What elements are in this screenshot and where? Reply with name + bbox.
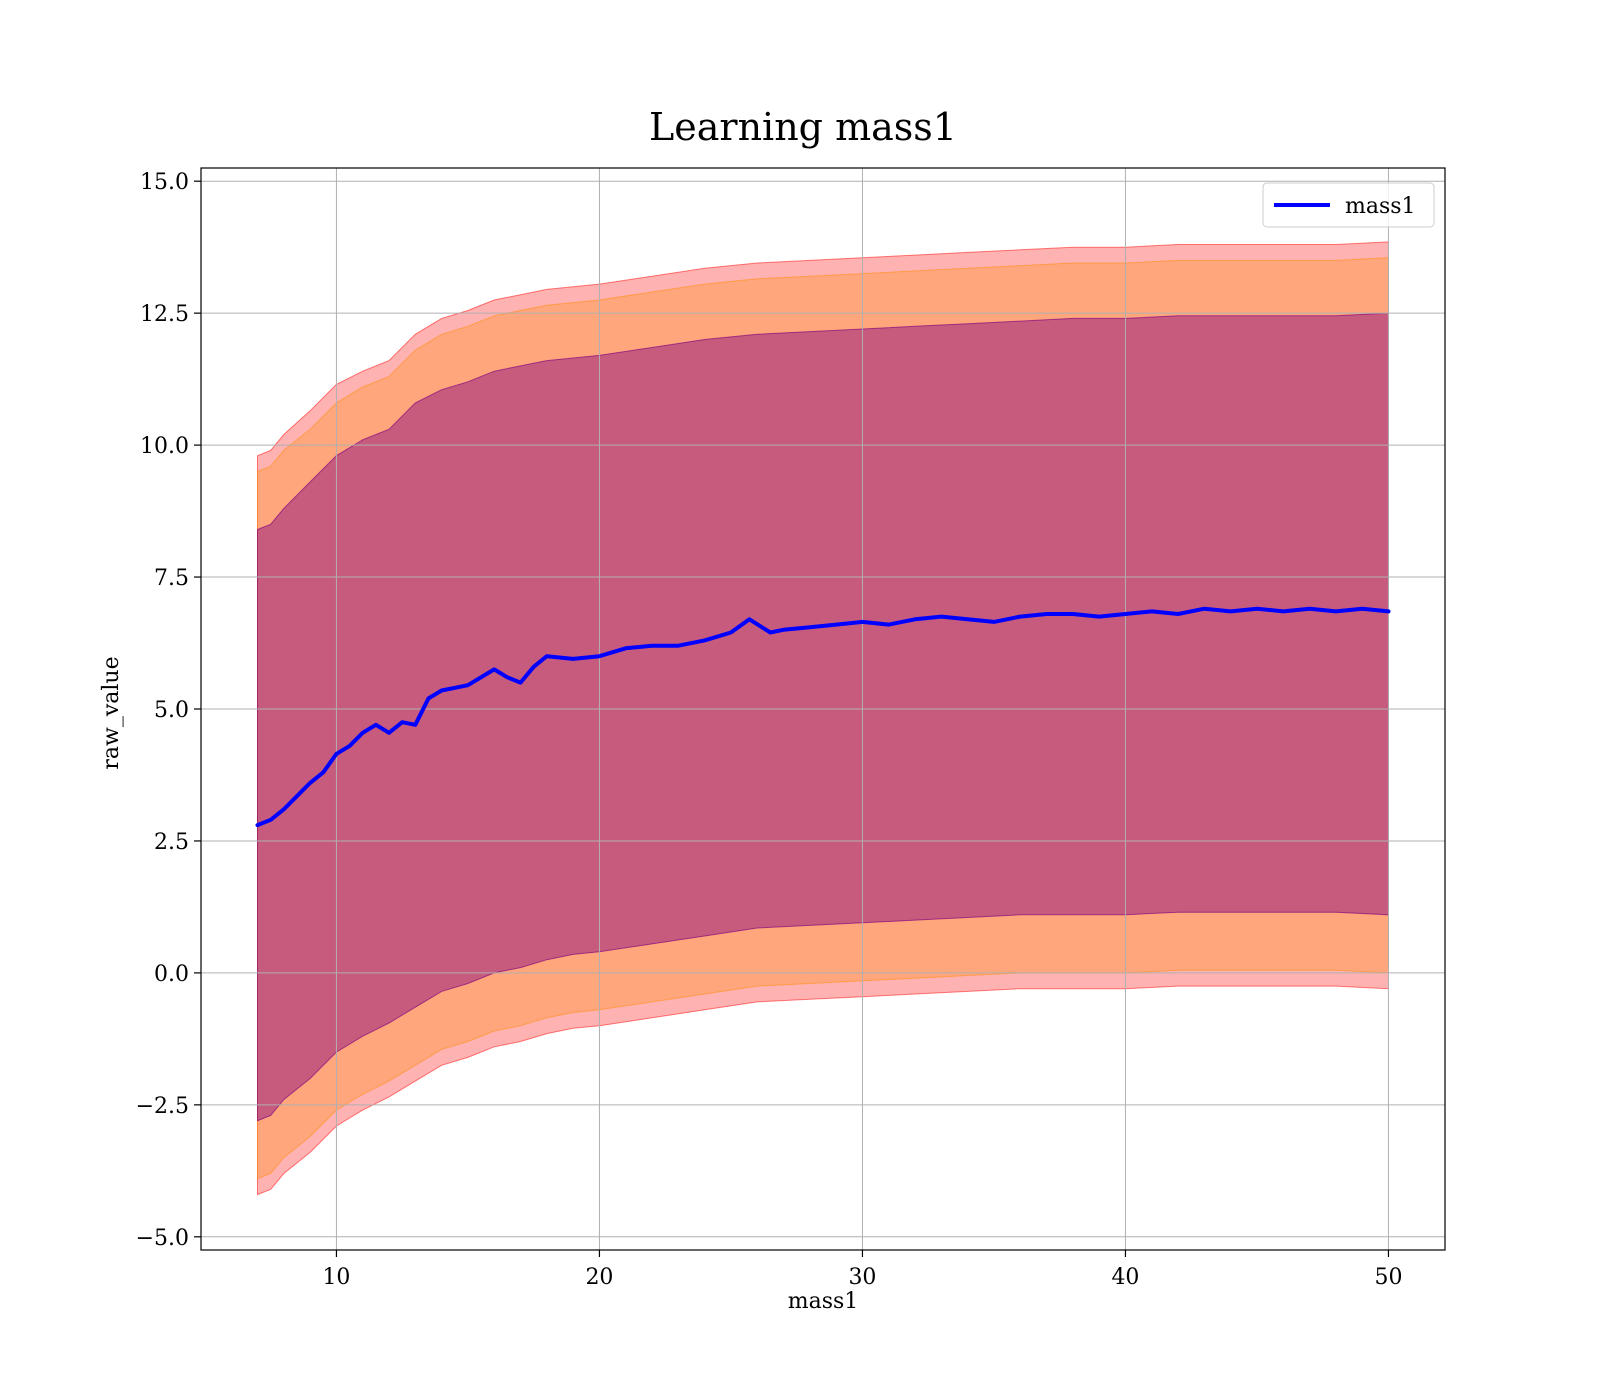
- x-axis: 10 20 30 40 50: [322, 1250, 1402, 1290]
- y-tick-label: 10.0: [140, 434, 189, 459]
- y-tick-label: 2.5: [154, 830, 189, 855]
- y-tick-label: 5.0: [154, 698, 189, 723]
- y-tick-label: 12.5: [140, 302, 189, 327]
- series-lines: [255, 606, 1391, 828]
- y-tick-label: −5.0: [136, 1226, 189, 1251]
- chart-title: Learning mass1: [649, 105, 957, 149]
- x-tick-label: 30: [848, 1265, 876, 1290]
- plot-area: [200, 167, 1446, 1251]
- y-axis-label: raw_value: [99, 656, 124, 769]
- confidence-bands: [257, 241, 1389, 1196]
- legend: mass1: [1262, 182, 1435, 228]
- x-tick-label: 40: [1111, 1265, 1139, 1290]
- y-axis: −5.0 −2.5 0.0 2.5 5.0 7.5 10.0 12.5 15.0: [136, 170, 201, 1251]
- grid-lines: [201, 168, 1445, 1250]
- legend-label-mass1: mass1: [1345, 194, 1416, 219]
- series-line-mass1: [255, 606, 1391, 828]
- y-tick-label: 15.0: [140, 170, 189, 195]
- x-tick-label: 50: [1374, 1265, 1402, 1290]
- x-tick-label: 10: [322, 1265, 350, 1290]
- y-tick-label: −2.5: [136, 1094, 189, 1119]
- legend-box: [1262, 182, 1435, 228]
- x-axis-label: mass1: [788, 1289, 859, 1314]
- x-tick-label: 20: [585, 1265, 613, 1290]
- y-tick-label: 7.5: [154, 566, 189, 591]
- y-tick-label: 0.0: [154, 962, 189, 987]
